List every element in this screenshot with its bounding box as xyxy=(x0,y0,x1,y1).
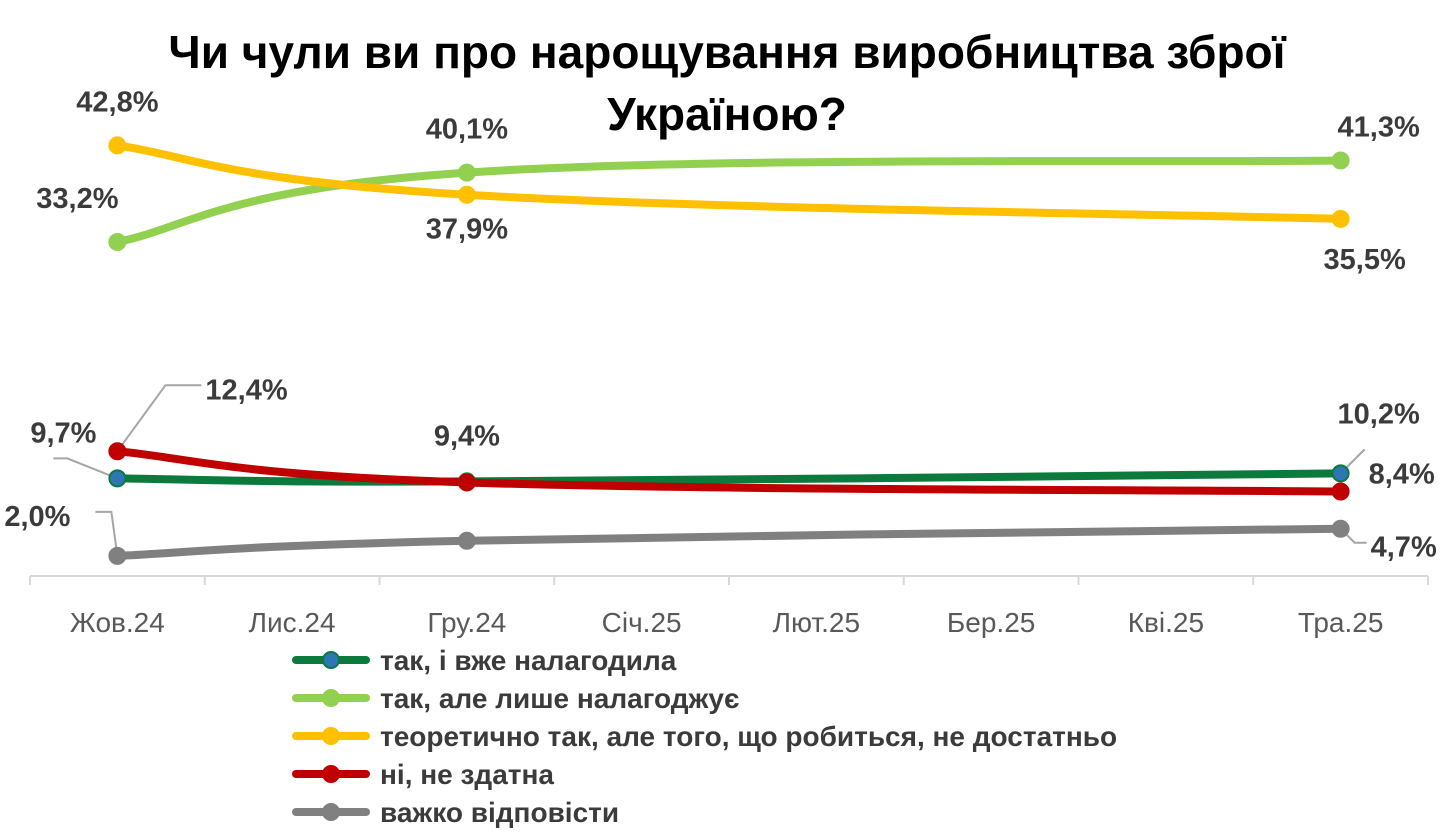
series-markers xyxy=(108,136,1350,565)
series-4-point xyxy=(1331,519,1350,538)
series-line-0 xyxy=(113,469,1345,486)
legend-swatch-marker xyxy=(322,765,340,783)
x-tick-label: Кві.25 xyxy=(1128,607,1204,638)
x-tick-label: Лис.24 xyxy=(249,607,336,638)
series-1-point xyxy=(1331,151,1350,170)
legend-swatch-marker xyxy=(322,803,340,821)
data-label: 35,5% xyxy=(1324,244,1406,276)
data-label: 42,8% xyxy=(76,86,158,118)
series-2-point xyxy=(457,185,476,204)
series-3-point xyxy=(1331,482,1350,501)
series-line-3 xyxy=(113,447,1345,496)
x-tick-label: Гру.24 xyxy=(427,607,506,638)
x-tick-label: Тра.25 xyxy=(1298,607,1384,638)
series-0-point xyxy=(1331,464,1350,483)
data-label: 37,9% xyxy=(426,214,508,246)
series-4-point xyxy=(457,531,476,550)
data-label: 33,2% xyxy=(36,183,118,215)
x-tick-label: Лют.25 xyxy=(773,607,860,638)
chart-title-line-2: Україною? xyxy=(607,88,847,140)
series-2-point xyxy=(108,136,127,155)
data-label: 40,1% xyxy=(426,114,508,146)
legend-swatch-marker xyxy=(322,651,340,669)
series-0-point xyxy=(108,469,127,488)
legend-swatch-marker xyxy=(322,727,340,745)
chart-title-line-1: Чи чули ви про нарощування виробництва з… xyxy=(168,26,1286,78)
leader-line xyxy=(1339,448,1366,475)
data-label: 10,2% xyxy=(1338,398,1420,430)
label-leader-lines xyxy=(53,384,1367,557)
legend-label: так, але лише налагоджує xyxy=(380,683,739,714)
series-1-point xyxy=(108,233,127,252)
series-lines xyxy=(113,141,1345,560)
series-3-point xyxy=(108,442,127,461)
series-line-4 xyxy=(113,524,1345,560)
legend-swatch-marker xyxy=(322,689,340,707)
x-tick-label: Січ.25 xyxy=(602,607,682,638)
legend: так, і вже налагодила так, але лише налаг… xyxy=(292,645,1117,828)
series-3-point xyxy=(457,473,476,492)
data-label: 4,7% xyxy=(1371,532,1437,564)
data-label: 8,4% xyxy=(1369,458,1435,490)
x-tick-label: Бер.25 xyxy=(947,607,1035,638)
series-line-1 xyxy=(113,156,1345,247)
data-label: 2,0% xyxy=(4,501,70,533)
legend-label: ні, не здатна xyxy=(380,759,554,790)
data-label: 12,4% xyxy=(205,374,287,406)
series-1-point xyxy=(457,163,476,182)
legend-label: теоретично так, але того, що робиться, н… xyxy=(380,721,1117,752)
series-2-point xyxy=(1331,209,1350,228)
data-labels: 9,7% 9,4% 10,2% 33,2% 40,1% 41,3% 42,8% 37,9% 35… xyxy=(4,86,1437,563)
legend-label: так, і вже налагодила xyxy=(380,645,677,676)
data-label: 9,7% xyxy=(30,417,96,449)
data-label: 9,4% xyxy=(434,420,500,452)
data-label: 41,3% xyxy=(1338,112,1420,144)
leader-line xyxy=(116,384,202,452)
x-axis: Жов.24 Лис.24 Гру.24 Січ.25 Лют.25 Бер.25 Кві.… xyxy=(29,575,1429,638)
x-tick-label: Жов.24 xyxy=(70,607,165,638)
series-line-2 xyxy=(113,141,1345,223)
leader-line xyxy=(95,510,119,557)
series-4-point xyxy=(108,546,127,565)
legend-label: важко відповісти xyxy=(380,797,619,828)
leader-line xyxy=(53,457,118,480)
